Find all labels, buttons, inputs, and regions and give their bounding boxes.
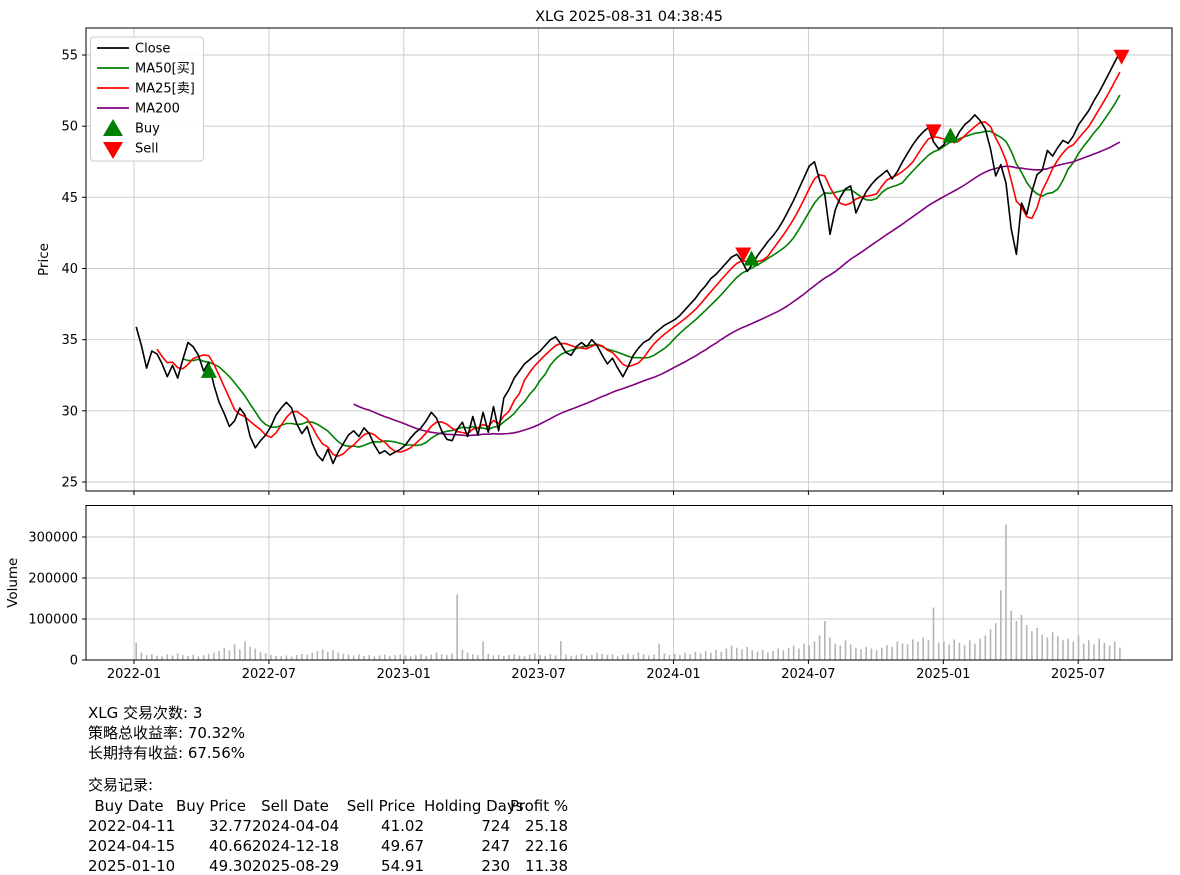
sell-marker	[735, 247, 752, 263]
ma50-line	[182, 94, 1121, 448]
legend-label: MA50[买]	[135, 62, 195, 77]
trade-table-row: 2024-04-15 40.66 2024-12-18 49.67 247 22.16	[88, 836, 568, 856]
trade-table-cell: 2025-08-29	[252, 857, 340, 875]
trade-table-header-cell: Profit %	[510, 797, 569, 815]
summary-trades: XLG 交易次数: 3	[88, 704, 203, 722]
summary-block: XLG 交易次数: 3 策略总收益率: 70.32% 长期持有收益: 67.56…	[88, 703, 245, 763]
trade-table-cell: 40.66	[209, 837, 252, 855]
price-tick-label: 45	[61, 191, 78, 206]
trade-table-row: 2025-01-10 49.30 2025-08-29 54.91 230 11.38	[88, 856, 568, 875]
trade-table-cell: 2025-01-10	[88, 857, 176, 875]
price-tick-label: 55	[61, 49, 78, 64]
price-tick-label: 25	[61, 476, 78, 491]
x-tick-label: 2024-01	[646, 667, 700, 682]
sell-marker	[1113, 49, 1130, 65]
trade-table-header-row: Buy Date Buy Price Sell Date Sell Price Hold…	[88, 796, 568, 816]
legend-buy-marker-icon	[103, 119, 123, 136]
x-tick-label: 2025-01	[916, 667, 970, 682]
price-tick-label: 40	[61, 262, 78, 277]
volume-tick-label: 100000	[28, 613, 78, 628]
legend-label: MA25[卖]	[135, 82, 195, 97]
trade-table-header-cell: Sell Price	[346, 797, 416, 815]
x-tick-label: 2022-01	[107, 667, 161, 682]
trade-table-header-cell: Sell Date	[261, 797, 329, 815]
ma200-line	[353, 141, 1121, 437]
price-axis-label: Price	[36, 243, 52, 276]
x-tick-label: 2023-01	[377, 667, 431, 682]
price-tick-label: 30	[61, 404, 78, 419]
trade-table-row: 2022-04-11 32.77 2024-04-04 41.02 724 25.18	[88, 816, 568, 836]
trade-table-cell: 2024-12-18	[252, 837, 340, 855]
legend-label: Buy	[135, 122, 160, 137]
trade-table-header-cell: Buy Price	[175, 797, 247, 815]
x-tick-label: 2022-07	[242, 667, 296, 682]
trade-table-cell: 230	[481, 857, 510, 875]
trade-table: Buy Date Buy Price Sell Date Sell Price Hold…	[88, 796, 568, 875]
trade-table-cell: 49.67	[381, 837, 424, 855]
summary-hold-return: 长期持有收益: 67.56%	[88, 744, 246, 762]
trade-table-cell: 25.18	[525, 817, 568, 835]
volume-bars	[135, 524, 1121, 661]
volume-tick-label: 0	[70, 654, 78, 669]
ma25-line	[156, 71, 1121, 457]
buy-marker	[942, 127, 959, 143]
trade-table-cell: 2024-04-04	[252, 817, 340, 835]
chart-title: XLG 2025-08-31 04:38:45	[535, 9, 723, 25]
trade-table-cell: 11.38	[525, 857, 568, 875]
x-tick-label: 2023-07	[511, 667, 565, 682]
price-panel	[85, 27, 1173, 492]
trade-table-cell: 41.02	[381, 817, 424, 835]
legend-label: Sell	[135, 142, 158, 157]
trade-table-cell: 32.77	[209, 817, 252, 835]
trade-table-cell: 22.16	[525, 837, 568, 855]
buy-marker	[200, 362, 217, 378]
trade-table-header-cell: Holding Days	[424, 797, 524, 815]
trade-table-cell: 2022-04-11	[88, 817, 176, 835]
sell-marker	[925, 124, 942, 140]
summary-strategy-return: 策略总收益率: 70.32%	[88, 724, 246, 742]
volume-tick-label: 200000	[28, 572, 78, 587]
legend-label: Close	[135, 42, 170, 57]
trade-table-cell: 54.91	[381, 857, 424, 875]
trade-log-block: 交易记录: Buy Date Buy Price Sell Date Sell Pri…	[88, 775, 568, 875]
x-tick-label: 2025-07	[1051, 667, 1105, 682]
price-tick-label: 50	[61, 120, 78, 135]
legend: Close MA50[买] MA25[卖] MA200 Buy Sell	[90, 36, 204, 162]
trade-table-cell: 247	[481, 837, 510, 855]
trade-table-cell: 724	[481, 817, 510, 835]
volume-axis-label: Volume	[5, 558, 21, 608]
price-tick-label: 35	[61, 333, 78, 348]
buy-marker	[743, 250, 760, 266]
legend-sell-marker-icon	[103, 142, 123, 159]
x-tick-label: 2024-07	[781, 667, 835, 682]
trade-table-cell: 2024-04-15	[88, 837, 176, 855]
trade-table-header-cell: Buy Date	[94, 797, 164, 815]
legend-label: MA200	[135, 102, 180, 117]
volume-tick-label: 300000	[28, 531, 78, 546]
price-volume-chart: 25 30 35 40 45 50 55 0 100000 200000 300000 2022-01…	[5, 9, 1173, 682]
volume-panel	[85, 505, 1173, 661]
trade-table-cell: 49.30	[209, 857, 252, 875]
close-line	[135, 51, 1121, 465]
trade-log-title: 交易记录:	[88, 776, 154, 794]
